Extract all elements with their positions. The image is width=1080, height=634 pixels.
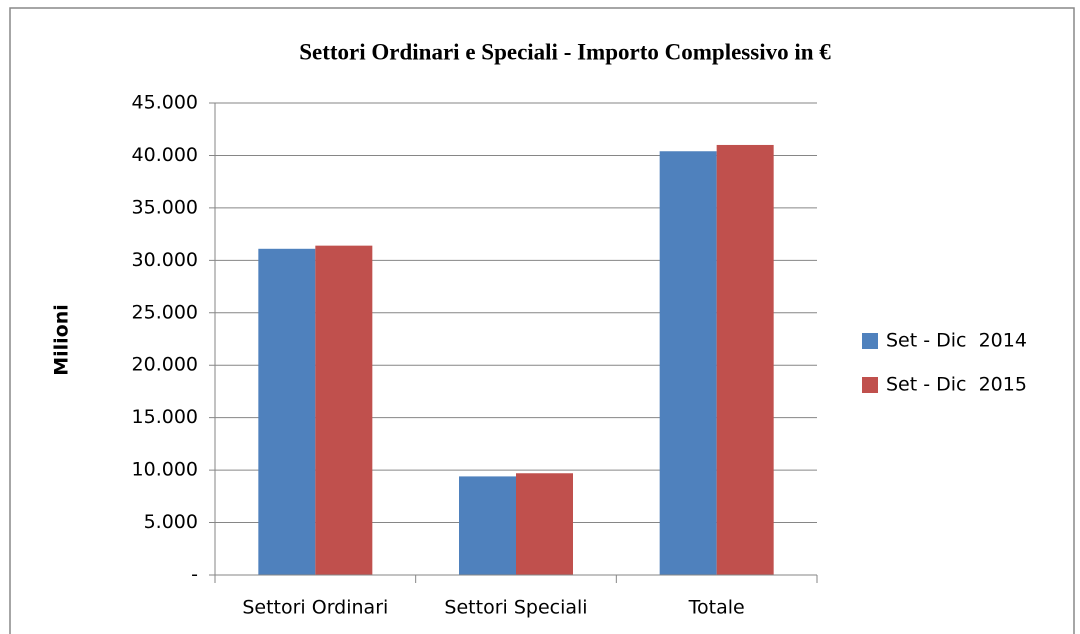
bar — [716, 144, 774, 575]
y-tick-label: 10.000 — [132, 459, 198, 481]
legend-swatch — [862, 377, 878, 393]
y-tick-label: 15.000 — [132, 406, 198, 428]
legend-swatch — [862, 333, 878, 349]
y-tick-label: 30.000 — [132, 249, 198, 271]
legend-label: Set - Dic 2015 — [886, 374, 1027, 396]
bar — [516, 473, 573, 575]
x-tick-label: Totale — [688, 597, 745, 619]
x-tick-label: Settori Speciali — [444, 597, 587, 619]
bar — [659, 151, 717, 575]
y-axis-label: Milioni — [51, 304, 73, 376]
legend-label: Set - Dic 2014 — [886, 330, 1027, 352]
y-tick-label: 40.000 — [132, 144, 198, 166]
bar — [258, 248, 316, 575]
chart-title: Settori Ordinari e Speciali - Importo Co… — [299, 39, 831, 64]
bar — [459, 476, 516, 575]
y-tick-label: 5.000 — [144, 511, 198, 533]
x-tick-label: Settori Ordinari — [242, 597, 388, 619]
y-tick-label: 20.000 — [132, 354, 198, 376]
bar — [315, 245, 373, 575]
y-tick-label: 25.000 — [132, 301, 198, 323]
y-tick-label: 45.000 — [132, 92, 198, 114]
y-tick-label: - — [191, 564, 198, 586]
y-tick-label: 35.000 — [132, 196, 198, 218]
